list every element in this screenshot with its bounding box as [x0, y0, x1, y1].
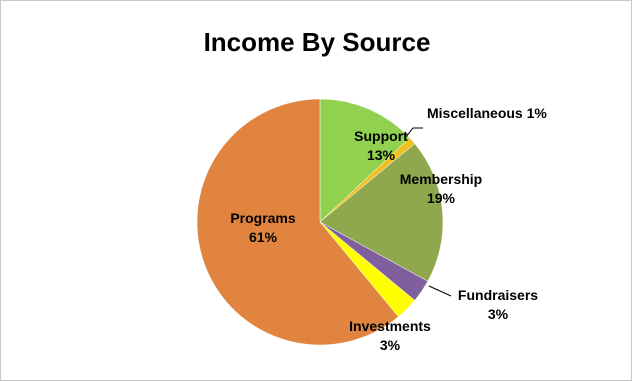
- data-label-support: Support 13%: [354, 128, 408, 163]
- data-label-programs: Programs 61%: [230, 210, 296, 245]
- pie-slice-programs: [196, 98, 399, 346]
- chart-title: Income By Source: [203, 27, 431, 57]
- data-label-membership: Membership 19%: [400, 171, 482, 206]
- data-label-fundraisers: Fundraisers 3%: [458, 287, 538, 322]
- leader-line-fundraisers: [428, 285, 452, 297]
- pie-slice-support: [319, 98, 411, 223]
- leader-line-miscellaneous: [405, 127, 423, 138]
- data-label-investments: Investments 3%: [349, 318, 431, 353]
- data-label-miscellaneous: Miscellaneous 1%: [427, 105, 547, 121]
- pie-slice-membership: [319, 143, 444, 282]
